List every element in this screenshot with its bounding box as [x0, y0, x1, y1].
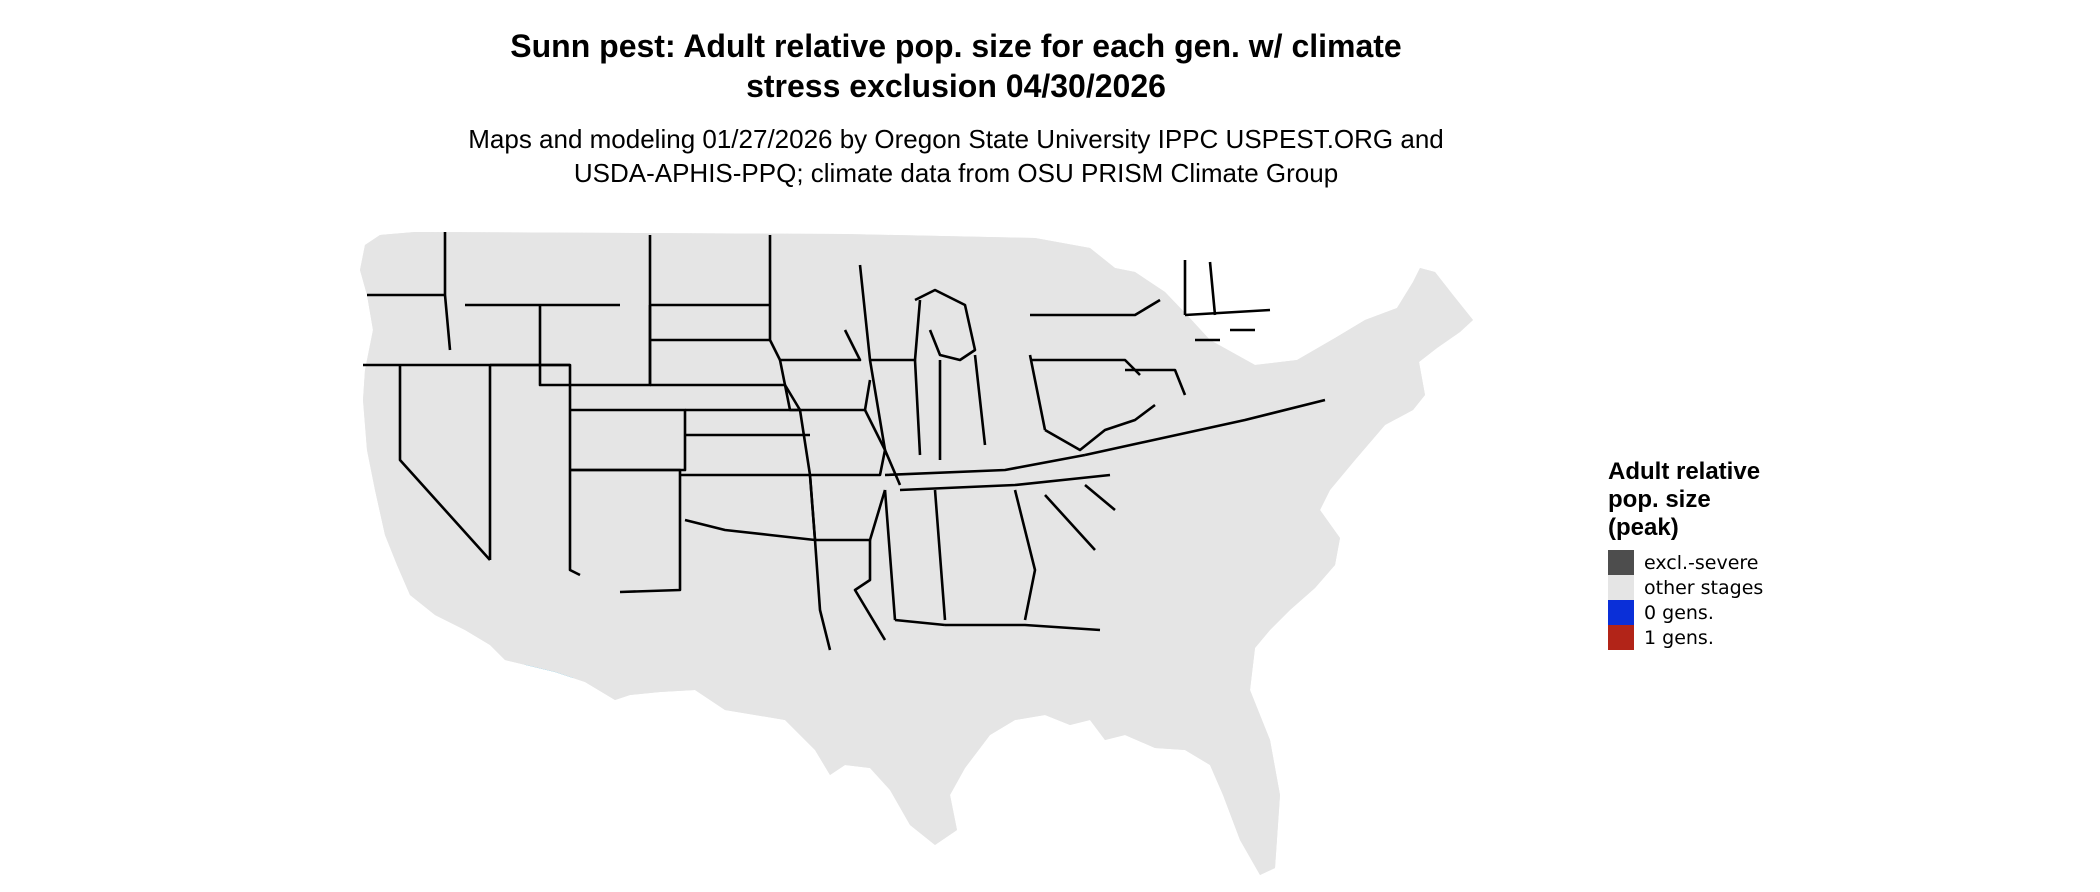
legend-item-excl-severe: excl.-severe — [1608, 550, 1828, 575]
map-title-line1: Sunn pest: Adult relative pop. size for … — [510, 28, 1402, 64]
dakotas-border — [648, 235, 770, 385]
tx-east-border — [813, 539, 832, 651]
ia-border — [778, 359, 872, 412]
legend-label: 0 gens. — [1644, 601, 1714, 624]
md-de-border — [1125, 368, 1187, 396]
legend-title-line: (peak) — [1608, 514, 1679, 541]
nm-border — [570, 468, 682, 594]
legend-title-line: pop. size — [1608, 486, 1711, 513]
map-title-line2: stress exclusion 04/30/2026 — [746, 68, 1166, 104]
ok-border — [680, 473, 817, 542]
legend-swatch — [1608, 625, 1634, 650]
nv-border — [398, 365, 491, 561]
legend-swatch — [1608, 575, 1634, 600]
la-border — [853, 540, 887, 641]
legend-item-0-gens: 0 gens. — [1608, 600, 1828, 625]
mo-border — [798, 409, 887, 477]
id-border — [443, 232, 452, 351]
az-nm-border — [568, 470, 581, 577]
map-title: Sunn pest: Adult relative pop. size for … — [0, 26, 1912, 106]
legend-label: excl.-severe — [1644, 551, 1759, 574]
legend-label: 1 gens. — [1644, 626, 1714, 649]
us-map — [325, 220, 1575, 892]
map-legend: Adult relative pop. size (peak) excl.-se… — [1608, 458, 1828, 650]
legend-swatch — [1608, 600, 1634, 625]
fl-border — [945, 623, 1101, 632]
legend-label: other stages — [1644, 576, 1764, 599]
map-subtitle-line2: USDA-APHIS-PPQ; climate data from OSU PR… — [573, 158, 1339, 188]
us-map-svg — [358, 230, 1475, 877]
ga-sc-border — [1013, 484, 1116, 621]
ar-border — [808, 474, 887, 542]
legend-title: Adult relative pop. size (peak) — [1608, 458, 1828, 542]
ne-ks-border — [650, 383, 810, 437]
mi-outline — [914, 288, 977, 362]
va-nc-border — [1084, 398, 1326, 457]
wv-va-border — [1044, 403, 1156, 452]
in-oh-border — [938, 354, 1047, 460]
ms-al-border — [883, 489, 947, 627]
wi-border — [858, 264, 922, 362]
legend-item-other-stages: other stages — [1608, 575, 1828, 600]
ky-tn-border — [884, 453, 1111, 492]
legend-title-line: Adult relative — [1608, 458, 1761, 485]
ut-border — [490, 363, 572, 470]
new-england-borders — [1183, 260, 1271, 342]
legend-swatch — [1608, 550, 1634, 575]
legend-item-1-gens: 1 gens. — [1608, 625, 1828, 650]
state-boundaries — [363, 232, 1326, 651]
legend-items: excl.-severe other stages 0 gens. 1 gens… — [1608, 550, 1828, 650]
map-subtitle: Maps and modeling 01/27/2026 by Oregon S… — [0, 122, 1912, 190]
map-subtitle-line1: Maps and modeling 01/27/2026 by Oregon S… — [468, 124, 1444, 154]
